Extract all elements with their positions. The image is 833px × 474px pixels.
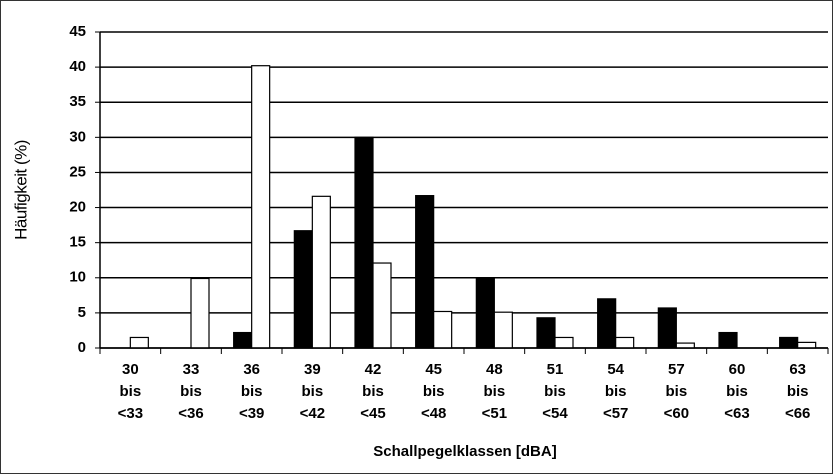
bar (536, 317, 556, 349)
y-tick-label: 45 (69, 23, 86, 40)
x-tick-label: 48 (486, 361, 503, 378)
y-tick-label: 0 (78, 339, 86, 356)
x-tick-label: bis (423, 383, 445, 400)
x-tick-label: bis (180, 383, 202, 400)
bar (779, 336, 799, 349)
x-tick-label: 60 (729, 361, 746, 378)
x-axis-label: Schallpegelklassen [dBA] (373, 443, 556, 460)
bar (597, 298, 617, 349)
bar (433, 310, 453, 349)
bar (475, 277, 495, 349)
bar (718, 331, 738, 349)
x-tick-label: <48 (421, 405, 446, 422)
x-tick-label: bis (483, 383, 505, 400)
x-tick-label: bis (241, 383, 263, 400)
x-tick-label: 54 (607, 361, 624, 378)
x-tick-label: <36 (178, 405, 203, 422)
bar (657, 307, 677, 349)
x-tick-label: 39 (304, 361, 321, 378)
bar (293, 230, 313, 349)
y-tick-label: 35 (69, 93, 86, 110)
y-axis-label: Häufigkeit (%) (11, 140, 30, 240)
x-tick-label: <51 (482, 405, 507, 422)
x-tick-label: bis (544, 383, 566, 400)
x-tick-label: bis (119, 383, 141, 400)
x-tick-label: 42 (365, 361, 382, 378)
x-tick-label: 63 (789, 361, 806, 378)
x-tick-label: <45 (360, 405, 385, 422)
bar (354, 136, 374, 349)
x-tick-label: 51 (547, 361, 564, 378)
bar (554, 336, 574, 349)
bar (797, 341, 817, 349)
x-tick-label: bis (605, 383, 627, 400)
bar (190, 277, 210, 349)
x-tick-label: bis (301, 383, 323, 400)
x-tick-label: 57 (668, 361, 685, 378)
bar (311, 195, 331, 349)
y-tick-label: 20 (69, 199, 86, 216)
x-tick-label: bis (726, 383, 748, 400)
x-tick-label: 36 (243, 361, 260, 378)
x-tick-label: <66 (785, 405, 810, 422)
bar (372, 262, 392, 349)
y-tick-label: 5 (78, 304, 86, 321)
bar (251, 65, 271, 349)
bar (493, 311, 513, 349)
x-tick-label: bis (362, 383, 384, 400)
x-tick-label: <60 (664, 405, 689, 422)
bar (233, 331, 253, 349)
x-tick-label: 30 (122, 361, 139, 378)
x-tick-label: <39 (239, 405, 264, 422)
x-tick-label: <42 (300, 405, 325, 422)
x-tick-label: bis (665, 383, 687, 400)
x-tick-label: <54 (542, 405, 568, 422)
x-tick-label: <57 (603, 405, 628, 422)
y-tick-label: 40 (69, 58, 86, 75)
y-tick-label: 10 (69, 269, 86, 286)
y-tick-label: 15 (69, 234, 86, 251)
x-tick-label: bis (787, 383, 809, 400)
y-tick-label: 25 (69, 163, 86, 180)
x-tick-label: <63 (724, 405, 749, 422)
bar (615, 336, 635, 349)
bar (415, 195, 435, 349)
x-tick-label: <33 (118, 405, 143, 422)
bar (129, 336, 149, 349)
y-tick-label: 30 (69, 128, 86, 145)
x-tick-label: 45 (425, 361, 442, 378)
x-tick-label: 33 (183, 361, 200, 378)
